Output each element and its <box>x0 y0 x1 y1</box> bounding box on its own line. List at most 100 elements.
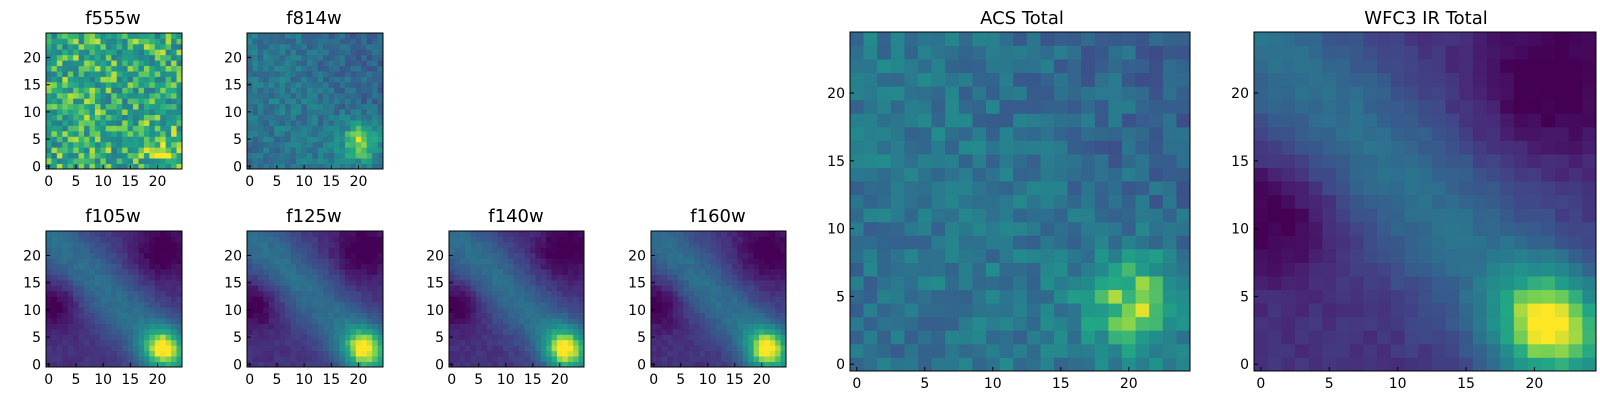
heatmap-cell <box>524 328 531 335</box>
heatmap-cell <box>1267 194 1282 209</box>
heatmap-cell <box>715 263 722 270</box>
heatmap-cell <box>138 65 145 72</box>
heatmap-cell <box>89 307 96 313</box>
heatmap-cell <box>562 339 569 346</box>
heatmap-cell <box>1322 248 1337 263</box>
heatmap-cell <box>710 285 717 292</box>
heatmap-cell <box>133 323 139 330</box>
heatmap-cell <box>678 339 684 346</box>
heatmap-cell <box>306 339 313 346</box>
heatmap-cell <box>1363 276 1378 291</box>
heatmap-cell <box>257 301 264 308</box>
heatmap-cell <box>252 269 259 275</box>
heatmap-cell <box>1582 208 1597 223</box>
heatmap-cell <box>492 269 498 275</box>
heatmap-cell <box>850 289 864 304</box>
heatmap-cell <box>100 312 107 319</box>
heatmap-cell <box>540 307 547 313</box>
heatmap-cell <box>84 231 90 237</box>
heatmap-cell <box>127 152 134 159</box>
heatmap-cells <box>46 33 183 170</box>
heatmap-cell <box>1267 248 1282 263</box>
heatmap-cell <box>355 76 362 83</box>
heatmap-cell <box>535 356 542 362</box>
heatmap-cell <box>780 258 787 265</box>
heatmap-cell <box>56 120 63 126</box>
heatmap-cell <box>945 140 960 155</box>
heatmap-cell <box>312 269 319 275</box>
heatmap-cell <box>1404 262 1419 277</box>
heatmap-cell <box>1149 262 1164 277</box>
heatmap-cell <box>454 318 461 324</box>
heatmap-cell <box>73 258 80 265</box>
heatmap-cell <box>295 141 302 148</box>
heatmap-cell <box>573 307 579 313</box>
heatmap-cell <box>111 301 118 308</box>
heatmap-cell <box>366 163 373 170</box>
heatmap-cell <box>257 318 264 324</box>
heatmap-cell <box>290 236 297 243</box>
heatmap-cell <box>764 258 771 265</box>
heatmap-cell <box>56 339 63 346</box>
heatmap-cell <box>562 334 569 341</box>
heatmap-cell <box>51 125 58 132</box>
heatmap-cell <box>986 126 1000 141</box>
heatmap-cell <box>295 252 302 259</box>
heatmap-cell <box>78 71 85 77</box>
heatmap-cell <box>295 98 302 105</box>
heatmap-cell <box>651 318 657 324</box>
heatmap-cell <box>931 181 946 196</box>
heatmap-cell <box>721 296 727 303</box>
heatmap-cell <box>678 279 684 286</box>
heatmap-cell <box>344 54 351 61</box>
heatmap-cell <box>171 236 177 243</box>
heatmap-cell <box>105 87 112 94</box>
heatmap-cell <box>355 152 362 159</box>
heatmap-cell <box>46 43 52 50</box>
heatmap-cell <box>1108 167 1123 182</box>
heatmap-cell <box>334 361 340 368</box>
heatmap-cell <box>519 339 525 346</box>
heatmap-cell <box>661 328 668 335</box>
heatmap-cell <box>328 345 335 352</box>
heatmap-cell <box>67 285 74 292</box>
heatmap-cell <box>366 345 373 352</box>
heatmap-cell <box>366 241 373 248</box>
heatmap-cell <box>62 98 69 105</box>
heatmap-cell <box>263 130 270 137</box>
heatmap-cell <box>105 247 112 254</box>
heatmap-cell <box>1149 194 1164 209</box>
heatmap-cell <box>149 92 156 99</box>
heatmap-cell <box>89 318 96 324</box>
heatmap-cell <box>301 49 308 56</box>
heatmap-cell <box>350 158 357 164</box>
heatmap-cell <box>366 334 373 341</box>
heatmap-cell <box>323 109 329 115</box>
heatmap-cell <box>138 152 145 159</box>
heatmap-cell <box>149 323 156 330</box>
heatmap-cell <box>748 285 754 292</box>
heatmap-cell <box>62 33 69 39</box>
heatmap-cell <box>524 323 531 330</box>
heatmap-cell <box>122 334 128 341</box>
heatmap-cell <box>274 87 281 94</box>
heatmap-cell <box>1281 289 1296 304</box>
heatmap-cell <box>290 285 297 292</box>
heatmap-cell <box>56 109 63 115</box>
heatmap-cell <box>1013 208 1028 223</box>
heatmap-cell <box>737 301 744 308</box>
heatmap-cell <box>100 54 107 61</box>
heatmap-cell <box>334 263 340 270</box>
heatmap-cell <box>160 339 167 346</box>
heatmap-cell <box>1108 303 1123 318</box>
heatmap-cell <box>257 236 264 243</box>
heatmap-cell <box>67 236 74 243</box>
heatmap-cell <box>306 114 313 121</box>
heatmap-cell <box>578 290 585 297</box>
heatmap-cell <box>1281 221 1296 236</box>
heatmap-cell <box>366 130 373 137</box>
heatmap-cell <box>699 247 706 254</box>
heatmap-cell <box>274 301 281 308</box>
heatmap-cell <box>492 328 498 335</box>
heatmap-cell <box>295 163 302 170</box>
